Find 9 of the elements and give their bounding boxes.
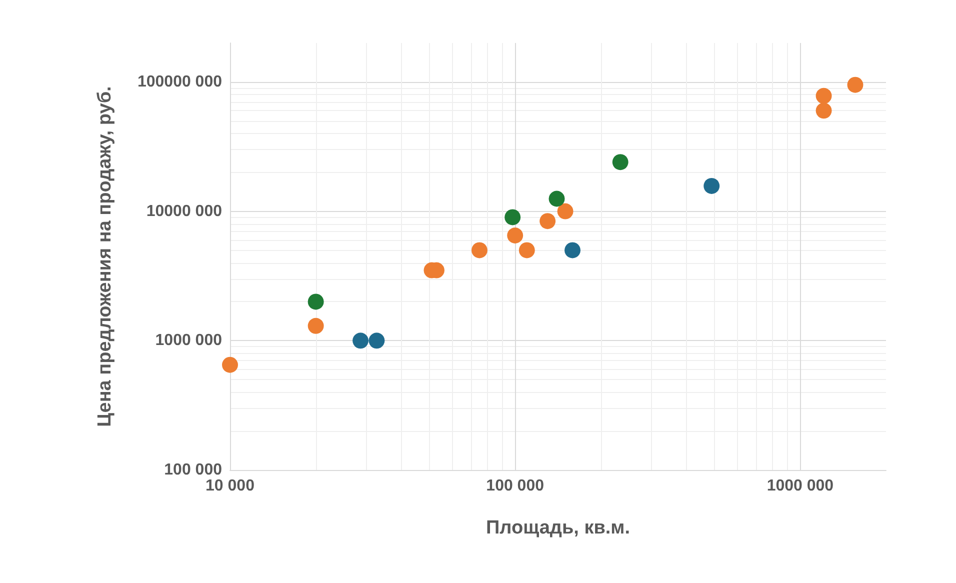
x-tick-label: 100 000 [486, 478, 544, 494]
y-axis-title: Цена предложения на продажу, руб. [94, 86, 116, 427]
x-tick-label: 10 000 [206, 478, 255, 494]
y-tick-label: 1000 000 [155, 332, 222, 350]
x-tick-label: 1000 000 [766, 478, 834, 494]
y-tick-label: 10000 000 [146, 202, 222, 220]
x-axis-title: Площадь, кв.м. [486, 518, 630, 538]
y-tick-label: 100 000 [164, 462, 222, 478]
y-tick-label: 100000 000 [137, 73, 222, 90]
